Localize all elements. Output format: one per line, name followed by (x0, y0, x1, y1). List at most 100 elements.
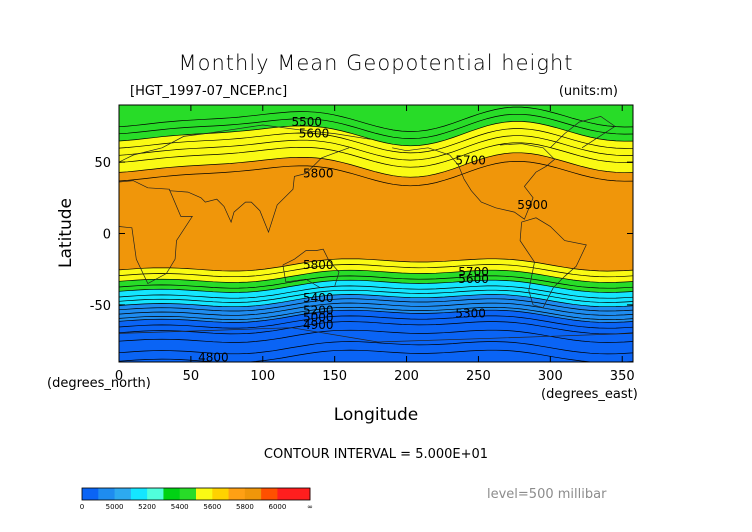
subtitle-left: [HGT_1997-07_NCEP.nc] (130, 84, 287, 99)
colorbar-swatch (277, 488, 295, 500)
coastline-segment (550, 116, 616, 149)
y-tick-label: 0 (103, 228, 111, 243)
contour-line (119, 321, 633, 335)
contour-label: 5200 (303, 304, 334, 318)
x-unit-label: (degrees_east) (541, 387, 638, 402)
chart-title: Monthly Mean Geopotential height (179, 51, 574, 75)
coastline-segment (119, 124, 371, 163)
contour-line (119, 329, 633, 343)
colorbar-swatch (244, 488, 262, 500)
colorbar-tick-label: 5400 (171, 503, 189, 511)
contour-labels: 5500560057005800590058005700560054005300… (198, 115, 548, 365)
contour-line (119, 269, 633, 283)
colorbar-swatch (82, 488, 99, 500)
contour-label: 5600 (299, 127, 330, 141)
contour-line (119, 152, 633, 178)
colorbar-swatch (130, 488, 148, 500)
colorbar-swatch (212, 488, 229, 500)
contour-band (119, 280, 633, 307)
contour-label: 5800 (303, 258, 334, 272)
contour-label: 5300 (455, 307, 486, 321)
coastline-segment (169, 147, 350, 234)
colorbar: 0 5000 5200 5400 5600 5800 6000 ∞ (80, 487, 313, 511)
colorbar-tick-label: 5000 (106, 503, 124, 511)
x-tick-label: 200 (394, 369, 419, 384)
contour-interval-text: CONTOUR INTERVAL = 5.000E+01 (264, 447, 488, 462)
contour-band (119, 135, 633, 178)
y-unit-label: (degrees_north) (47, 376, 151, 391)
x-tick-label: 350 (610, 369, 635, 384)
contour-label: 4900 (303, 318, 334, 332)
colorbar-swatch (293, 488, 311, 500)
x-tick-label: 150 (322, 369, 347, 384)
contour-line (119, 309, 633, 323)
contour-line (119, 258, 633, 272)
colorbar-swatch (98, 488, 115, 500)
contour-label: 5600 (458, 272, 489, 286)
filled-contour-bands (119, 105, 633, 362)
contour-line (119, 113, 633, 139)
x-tick-label: 300 (538, 369, 563, 384)
contour-label: 4800 (198, 351, 229, 365)
contour-line (119, 279, 633, 293)
contour-line (119, 128, 633, 154)
level-text: level=500 millibar (487, 487, 607, 502)
contour-line (119, 264, 633, 278)
y-tick-label: 50 (94, 156, 111, 171)
contour-band (119, 270, 633, 293)
contour-label: 5700 (455, 154, 486, 168)
subtitle-right: (units:m) (559, 84, 618, 99)
contour-line (119, 289, 633, 303)
coastline-segment (392, 143, 556, 220)
contour-line (119, 341, 633, 355)
contour-line (119, 306, 633, 320)
contour-band (119, 105, 633, 132)
contour-band (119, 161, 633, 271)
contour-line (119, 106, 633, 132)
contour-line (119, 135, 633, 161)
colorbar-swatch (163, 488, 181, 500)
contour-band (119, 152, 633, 186)
contour-line (119, 315, 633, 329)
colorbar-frame (81, 487, 311, 501)
plot-area (119, 105, 633, 362)
contour-label: 5700 (458, 265, 489, 279)
y-axis-ticks: -50 0 50 (90, 156, 633, 314)
x-tick-label: 50 (183, 369, 200, 384)
contour-line (119, 298, 633, 312)
colorbar-swatch (196, 488, 213, 500)
contour-line (119, 302, 633, 316)
coastline (119, 116, 633, 343)
colorbar-tick-label: 6000 (268, 503, 286, 511)
x-tick-label: 100 (250, 369, 275, 384)
colorbar-swatch (179, 488, 197, 500)
colorbar-swatch (228, 488, 246, 500)
contour-label: 5800 (303, 167, 334, 181)
colorbar-tick-label: 5200 (138, 503, 156, 511)
colorbar-tick-label: 0 (80, 503, 84, 511)
contour-line (119, 142, 633, 168)
coastline-segment (282, 248, 340, 289)
y-axis-label: Latitude (56, 198, 76, 268)
contour-label: 5000 (303, 311, 334, 325)
colorbar-swatch (114, 488, 132, 500)
colorbar-tick-label: 5600 (203, 503, 221, 511)
x-axis-ticks: 0 50 100 150 200 250 300 350 (115, 105, 635, 384)
contour-line (119, 285, 633, 299)
contour-line (119, 349, 633, 362)
colorbar-tick-label: ∞ (307, 503, 313, 511)
contour-label: 5500 (292, 115, 323, 129)
coastline-segment (119, 180, 193, 284)
colorbar-swatch (261, 488, 278, 500)
coastline-segment (519, 217, 587, 309)
colorbar-swatch (147, 488, 164, 500)
x-tick-label: 250 (466, 369, 491, 384)
y-tick-label: -50 (90, 299, 111, 314)
contour-label: 5400 (303, 291, 334, 305)
x-tick-label: 0 (115, 369, 123, 384)
coastline-segment (119, 327, 633, 343)
contour-line (119, 275, 633, 289)
colorbar-tick-label: 5800 (236, 503, 254, 511)
contour-label: 5900 (517, 198, 548, 212)
